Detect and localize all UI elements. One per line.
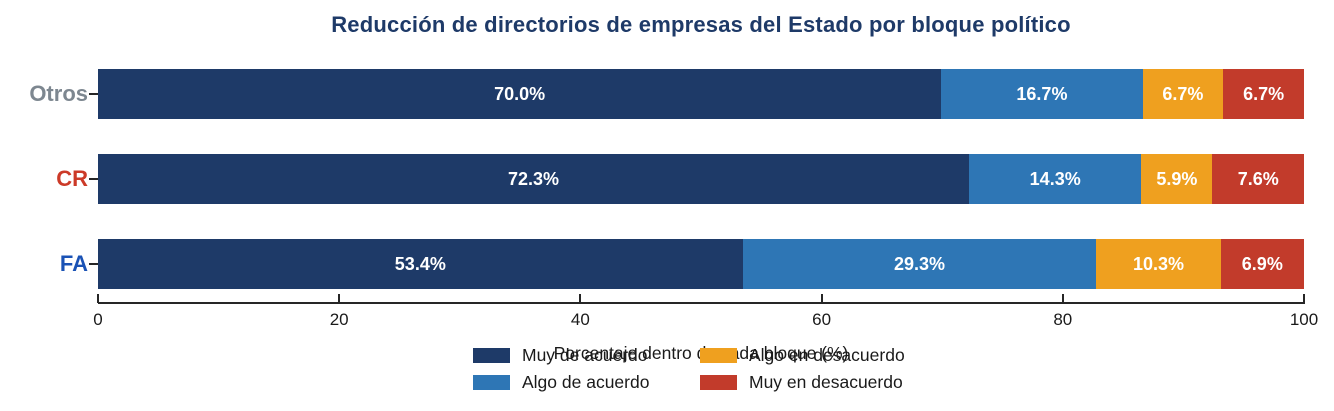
segment-algo-de-acuerdo: 29.3% [742,239,1097,289]
x-tick [820,294,823,303]
x-tick-label: 80 [1053,310,1073,329]
category-label-cr: CR [56,166,88,191]
x-tick [97,294,99,303]
x-tick-label: 20 [329,310,349,329]
legend-item-muy-en-desacuerdo: Muy en desacuerdo [700,371,903,392]
segment-algo-en-desacuerdo: 5.9% [1141,154,1213,204]
segment-value-label: 10.3% [1132,253,1185,274]
segment-value-label: 16.7% [1016,83,1068,104]
segment-value-label: 6.7% [1243,83,1285,104]
y-tick [89,93,98,95]
segment-muy-en-desacuerdo: 6.7% [1223,69,1304,119]
segment-muy-de-acuerdo: 53.4% [98,239,743,289]
segment-algo-de-acuerdo: 16.7% [941,69,1143,119]
bar-cr: 72.3% 14.3% 5.9% 7.6% [98,154,1304,204]
legend-label: Algo en desacuerdo [749,344,905,365]
segment-value-label: 72.3% [508,168,560,189]
legend-item-algo-en-desacuerdo: Algo en desacuerdo [700,344,905,365]
segment-muy-de-acuerdo: 72.3% [98,154,970,204]
segment-value-label: 6.9% [1241,253,1283,274]
x-tick [338,294,341,303]
segment-algo-en-desacuerdo: 10.3% [1096,239,1221,289]
legend-swatch [473,347,510,363]
category-label-fa: FA [59,251,88,276]
segment-algo-de-acuerdo: 14.3% [969,154,1142,204]
x-tick [1061,294,1064,303]
bar-fa: 53.4% 29.3% 10.3% 6.9% [98,239,1304,289]
legend-swatch [473,374,510,390]
x-tick-label: 40 [570,310,590,329]
x-axis-line [98,302,1305,304]
y-tick [89,263,98,265]
legend-swatch [700,374,737,390]
segment-value-label: 53.4% [394,253,446,274]
segment-algo-en-desacuerdo: 6.7% [1142,69,1224,119]
segment-muy-en-desacuerdo: 6.9% [1220,239,1304,289]
x-tick-label: 60 [812,310,832,329]
segment-value-label: 7.6% [1237,168,1279,189]
x-tick-label: 0 [93,310,103,329]
legend-label: Muy en desacuerdo [749,371,903,392]
segment-value-label: 5.9% [1156,168,1198,189]
segment-value-label: 70.0% [494,83,546,104]
legend-item-algo-de-acuerdo: Algo de acuerdo [473,371,650,392]
segment-value-label: 6.7% [1162,83,1204,104]
chart-title: Reducción de directorios de empresas del… [331,12,1071,37]
legend-swatch [700,347,737,363]
segment-value-label: 29.3% [893,253,946,274]
x-tick [1303,294,1305,303]
legend-label: Algo de acuerdo [522,371,650,392]
segment-muy-en-desacuerdo: 7.6% [1212,154,1304,204]
y-tick [89,178,98,180]
legend-label: Muy de acuerdo [522,344,648,365]
x-tick [579,294,582,303]
category-label-otros: Otros [29,81,88,106]
segment-muy-de-acuerdo: 70.0% [98,69,942,119]
bar-otros: 70.0% 16.7% 6.7% 6.7% [98,69,1304,119]
legend-item-muy-de-acuerdo: Muy de acuerdo [473,344,648,365]
x-tick-label: 100 [1289,310,1319,329]
segment-value-label: 14.3% [1029,168,1081,189]
